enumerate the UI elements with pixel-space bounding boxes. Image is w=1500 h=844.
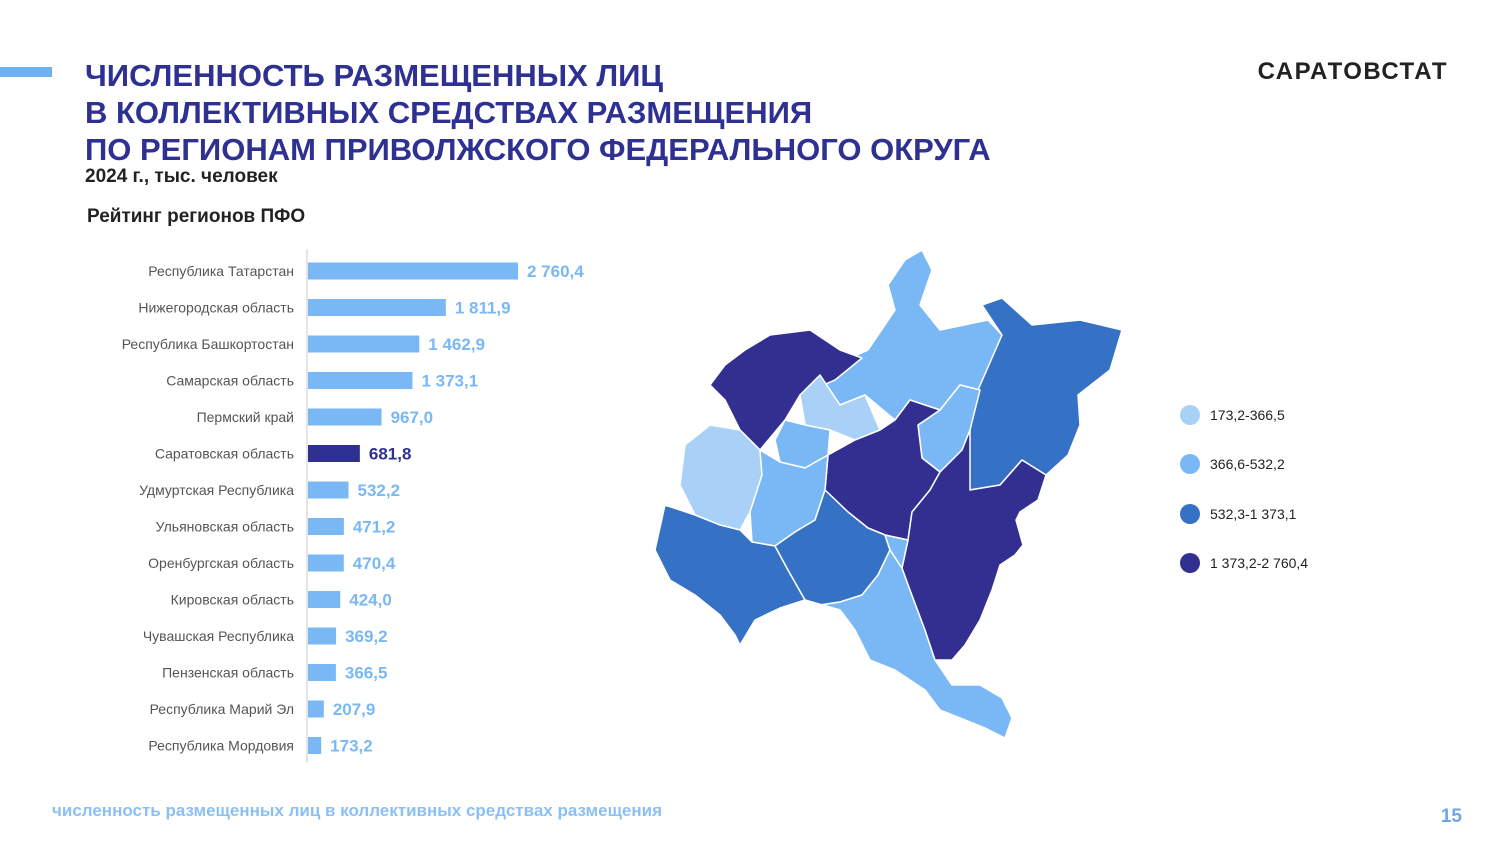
value-label: 470,4 xyxy=(353,554,396,573)
bar xyxy=(308,700,324,718)
category-label: Пензенская область xyxy=(162,665,294,681)
map-region-orenburg xyxy=(884,534,909,569)
bar xyxy=(308,737,322,754)
value-label: 366,5 xyxy=(345,664,388,683)
legend-item-1: 173,2-366,5 xyxy=(1180,405,1285,425)
value-label: 1 462,9 xyxy=(428,335,485,354)
map-region-penza xyxy=(654,504,806,646)
region-map xyxy=(654,250,1123,739)
page-title: ЧИСЛЕННОСТЬ РАЗМЕЩЕННЫХ ЛИЦ В КОЛЛЕКТИВН… xyxy=(85,57,991,168)
bar xyxy=(308,335,420,353)
bar xyxy=(308,262,518,280)
brand-logo: САРАТОВСТАТ xyxy=(1257,58,1448,85)
chart-title: Рейтинг регионов ПФО xyxy=(87,206,306,227)
legend-dot-4 xyxy=(1180,553,1200,573)
legend-label-1: 173,2-366,5 xyxy=(1210,407,1285,423)
bar xyxy=(308,372,413,389)
value-label: 2 760,4 xyxy=(527,262,584,281)
value-label: 1 373,1 xyxy=(421,372,478,391)
bar xyxy=(308,299,446,316)
map-region-bashkortostan xyxy=(901,429,1047,661)
map-region-saratov xyxy=(804,549,1013,739)
legend-item-3: 532,3-1 373,1 xyxy=(1180,504,1296,524)
bar xyxy=(308,664,336,681)
legend-item-4: 1 373,2-2 760,4 xyxy=(1180,553,1308,573)
legend-label-3: 532,3-1 373,1 xyxy=(1210,506,1297,522)
title-line-3: ПО РЕГИОНАМ ПРИВОЛЖСКОГО ФЕДЕРАЛЬНОГО ОК… xyxy=(85,132,991,167)
category-label: Республика Татарстан xyxy=(148,263,294,279)
value-label: 424,0 xyxy=(349,591,392,610)
title-line-2: В КОЛЛЕКТИВНЫХ СРЕДСТВАХ РАЗМЕЩЕНИЯ xyxy=(85,95,813,130)
value-label: 207,9 xyxy=(333,700,376,719)
bar xyxy=(308,518,344,535)
accent-bar xyxy=(0,67,52,77)
bar xyxy=(308,445,360,462)
value-label: 173,2 xyxy=(330,737,373,756)
value-label: 471,2 xyxy=(353,518,396,537)
value-label: 369,2 xyxy=(345,627,388,646)
footer-caption: численность размещенных лиц в коллективн… xyxy=(52,801,662,820)
legend-dot-1 xyxy=(1180,405,1200,425)
legend-dot-2 xyxy=(1180,454,1200,474)
category-label: Саратовская область xyxy=(155,446,294,462)
category-label: Удмуртская Республика xyxy=(139,482,294,498)
page-subtitle: 2024 г., тыс. человек xyxy=(85,166,278,187)
bar-chart: Республика Татарстан 2 760,4 Нижегородская… xyxy=(122,249,584,763)
category-label: Самарская область xyxy=(166,373,294,389)
category-label: Чувашская Республика xyxy=(143,628,294,644)
value-label: 1 811,9 xyxy=(455,299,511,318)
category-label: Нижегородская область xyxy=(138,300,294,316)
map-region-nizhny xyxy=(709,329,863,451)
page-number: 15 xyxy=(1440,806,1462,827)
category-label: Оренбургская область xyxy=(148,555,294,571)
bar xyxy=(308,481,349,499)
legend-dot-3 xyxy=(1180,504,1200,524)
bar xyxy=(308,591,341,608)
bar xyxy=(308,408,382,426)
category-label: Республика Мордовия xyxy=(148,738,294,754)
legend-item-2: 366,6-532,2 xyxy=(1180,454,1285,474)
category-label: Республика Башкортостан xyxy=(122,336,294,352)
value-label: 681,8 xyxy=(369,445,412,464)
category-label: Республика Марий Эл xyxy=(150,701,294,717)
value-label: 532,2 xyxy=(357,481,400,500)
title-line-1: ЧИСЛЕННОСТЬ РАЗМЕЩЕННЫХ ЛИЦ xyxy=(85,58,664,93)
legend-label-4: 1 373,2-2 760,4 xyxy=(1210,555,1309,571)
category-label: Ульяновская область xyxy=(156,519,294,535)
category-label: Кировская область xyxy=(171,592,294,608)
bar xyxy=(308,554,344,572)
value-label: 967,0 xyxy=(391,408,434,427)
bar xyxy=(308,627,337,645)
category-label: Пермский край xyxy=(197,409,294,425)
legend-label-2: 366,6-532,2 xyxy=(1210,456,1285,472)
